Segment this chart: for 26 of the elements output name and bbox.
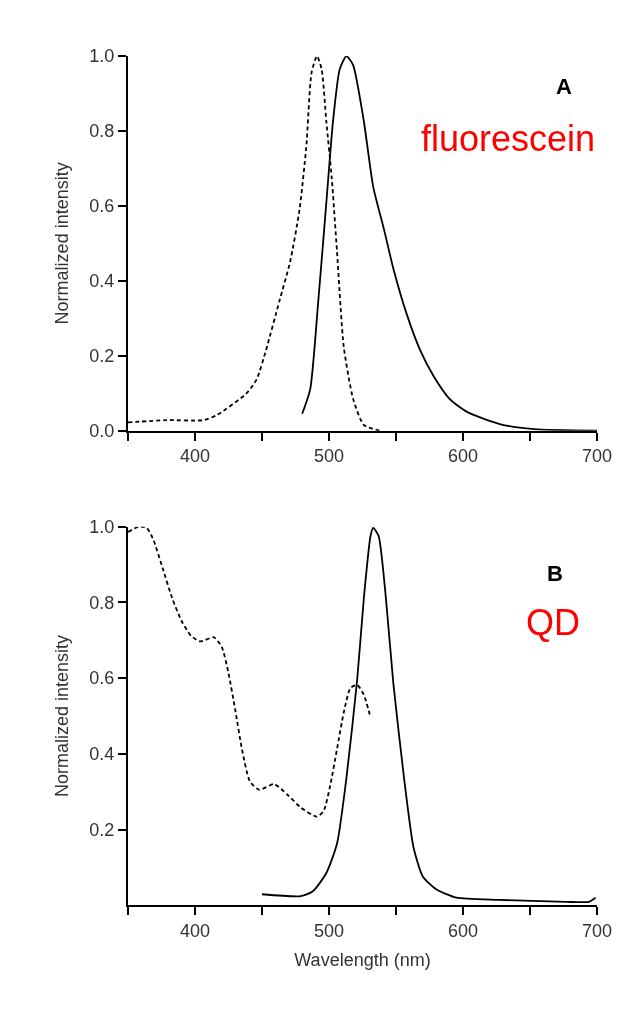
y-tick-label: 0.4	[89, 271, 115, 292]
x-tick-label: 400	[179, 446, 211, 467]
x-tick-label: 700	[581, 920, 613, 941]
y-tick-label: 0.8	[89, 121, 115, 142]
x-tick-label: 400	[179, 920, 211, 941]
y-tick-label: 0.6	[89, 668, 115, 689]
y-axis-title: Normalized intensity	[52, 634, 73, 798]
x-tick-label: 600	[447, 446, 479, 467]
y-axis-title: Normalized intensity	[52, 162, 73, 325]
y-tick-label: 0.2	[89, 819, 115, 840]
annotation: fluorescein	[421, 118, 596, 159]
y-tick-label: 1.0	[89, 517, 115, 538]
annotation: B	[547, 561, 563, 586]
y-tick-label: 1.0	[89, 46, 115, 67]
annotation: A	[556, 74, 572, 99]
y-tick-label: 0.8	[89, 592, 115, 613]
x-tick-label: 600	[447, 920, 479, 941]
x-tick-label: 500	[313, 446, 345, 467]
y-tick-label: 0.0	[89, 420, 115, 441]
y-tick-label: 0.6	[89, 196, 115, 217]
x-tick-label: 500	[313, 920, 345, 941]
annotation: QD	[526, 602, 580, 643]
x-tick-label: 700	[581, 446, 613, 467]
y-tick-label: 0.4	[89, 744, 115, 765]
y-tick-label: 0.2	[89, 346, 115, 367]
x-axis-title: Wavelength (nm)	[294, 950, 431, 971]
